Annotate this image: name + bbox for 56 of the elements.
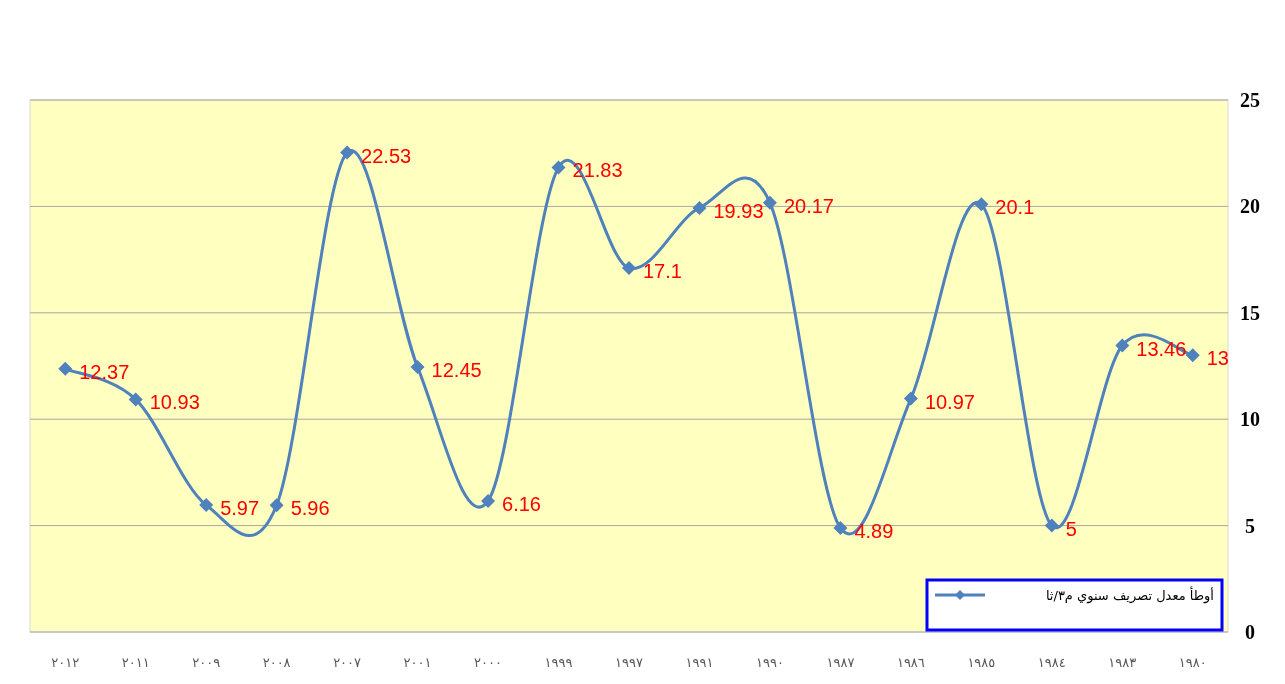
x-tick-label: ٢٠٠٨	[262, 655, 291, 670]
point	[551, 160, 566, 175]
y-tick-label: 15	[1240, 301, 1260, 324]
x-tick-label: ٢٠١١	[121, 655, 150, 670]
x-tick-label: ١٩٩٠	[755, 655, 784, 670]
data-label: 5.96	[290, 497, 330, 520]
x-tick-label: ٢٠١٢	[51, 655, 80, 670]
point	[1044, 518, 1059, 533]
point	[1115, 338, 1130, 353]
data-label: 19.93	[713, 199, 764, 222]
y-tick-label: 10	[1240, 408, 1260, 431]
point	[762, 195, 777, 210]
point	[1185, 348, 1200, 363]
data-label: 22.53	[361, 144, 412, 167]
x-tick-label: ١٩٨٣	[1108, 655, 1137, 670]
x-tick-label: ١٩٩٩	[544, 655, 573, 670]
data-label: 17.1	[643, 260, 682, 283]
data-label: 6.16	[502, 492, 541, 515]
y-tick-label: 0	[1245, 621, 1255, 643]
x-tick-label: ١٩٨٦	[896, 655, 925, 670]
data-label: 12.37	[79, 360, 130, 383]
data-label: 10.97	[924, 390, 975, 413]
x-tick-label: ٢٠٠٧	[333, 655, 362, 670]
x-tick-label: ٢٠٠٩	[192, 655, 221, 670]
x-tick-label: ٢٠٠١	[403, 655, 432, 670]
point	[833, 520, 848, 535]
data-label: 13	[1206, 347, 1230, 370]
x-tick-label: ١٩٨٤	[1037, 655, 1066, 670]
point	[974, 197, 989, 212]
x-tick-label: ١٩٩١	[685, 655, 714, 670]
x-tick-label: ١٩٩٧	[615, 655, 643, 670]
point	[410, 360, 425, 375]
x-tick-label: ٢٠٠٠	[474, 655, 503, 670]
point	[622, 261, 636, 276]
y-tick-label: 20	[1240, 195, 1260, 218]
point	[340, 145, 355, 160]
x-tick-label: ١٩٨٧	[826, 655, 855, 670]
x-tick-label: ١٩٨٠	[1178, 655, 1207, 670]
point	[58, 361, 73, 376]
x-tick-label: ١٩٨٥	[967, 655, 996, 670]
data-label: 10.93	[149, 391, 200, 414]
point	[692, 200, 707, 215]
point	[199, 497, 214, 512]
data-label: 12.45	[431, 359, 482, 382]
point	[481, 493, 496, 508]
legend: أوطأ معدل تصريف سنوي م٣/ثا	[925, 578, 1224, 632]
point	[269, 498, 284, 513]
y-tick-label: 5	[1245, 514, 1255, 537]
point	[903, 391, 918, 406]
data-label: 20.1	[995, 196, 1035, 219]
point	[128, 392, 143, 407]
data-label: 20.17	[783, 194, 834, 217]
data-label: 5	[1065, 517, 1077, 540]
data-label: 4.89	[854, 519, 894, 542]
y-tick-label: 25	[1240, 89, 1260, 111]
data-label: 5.97	[220, 496, 260, 519]
